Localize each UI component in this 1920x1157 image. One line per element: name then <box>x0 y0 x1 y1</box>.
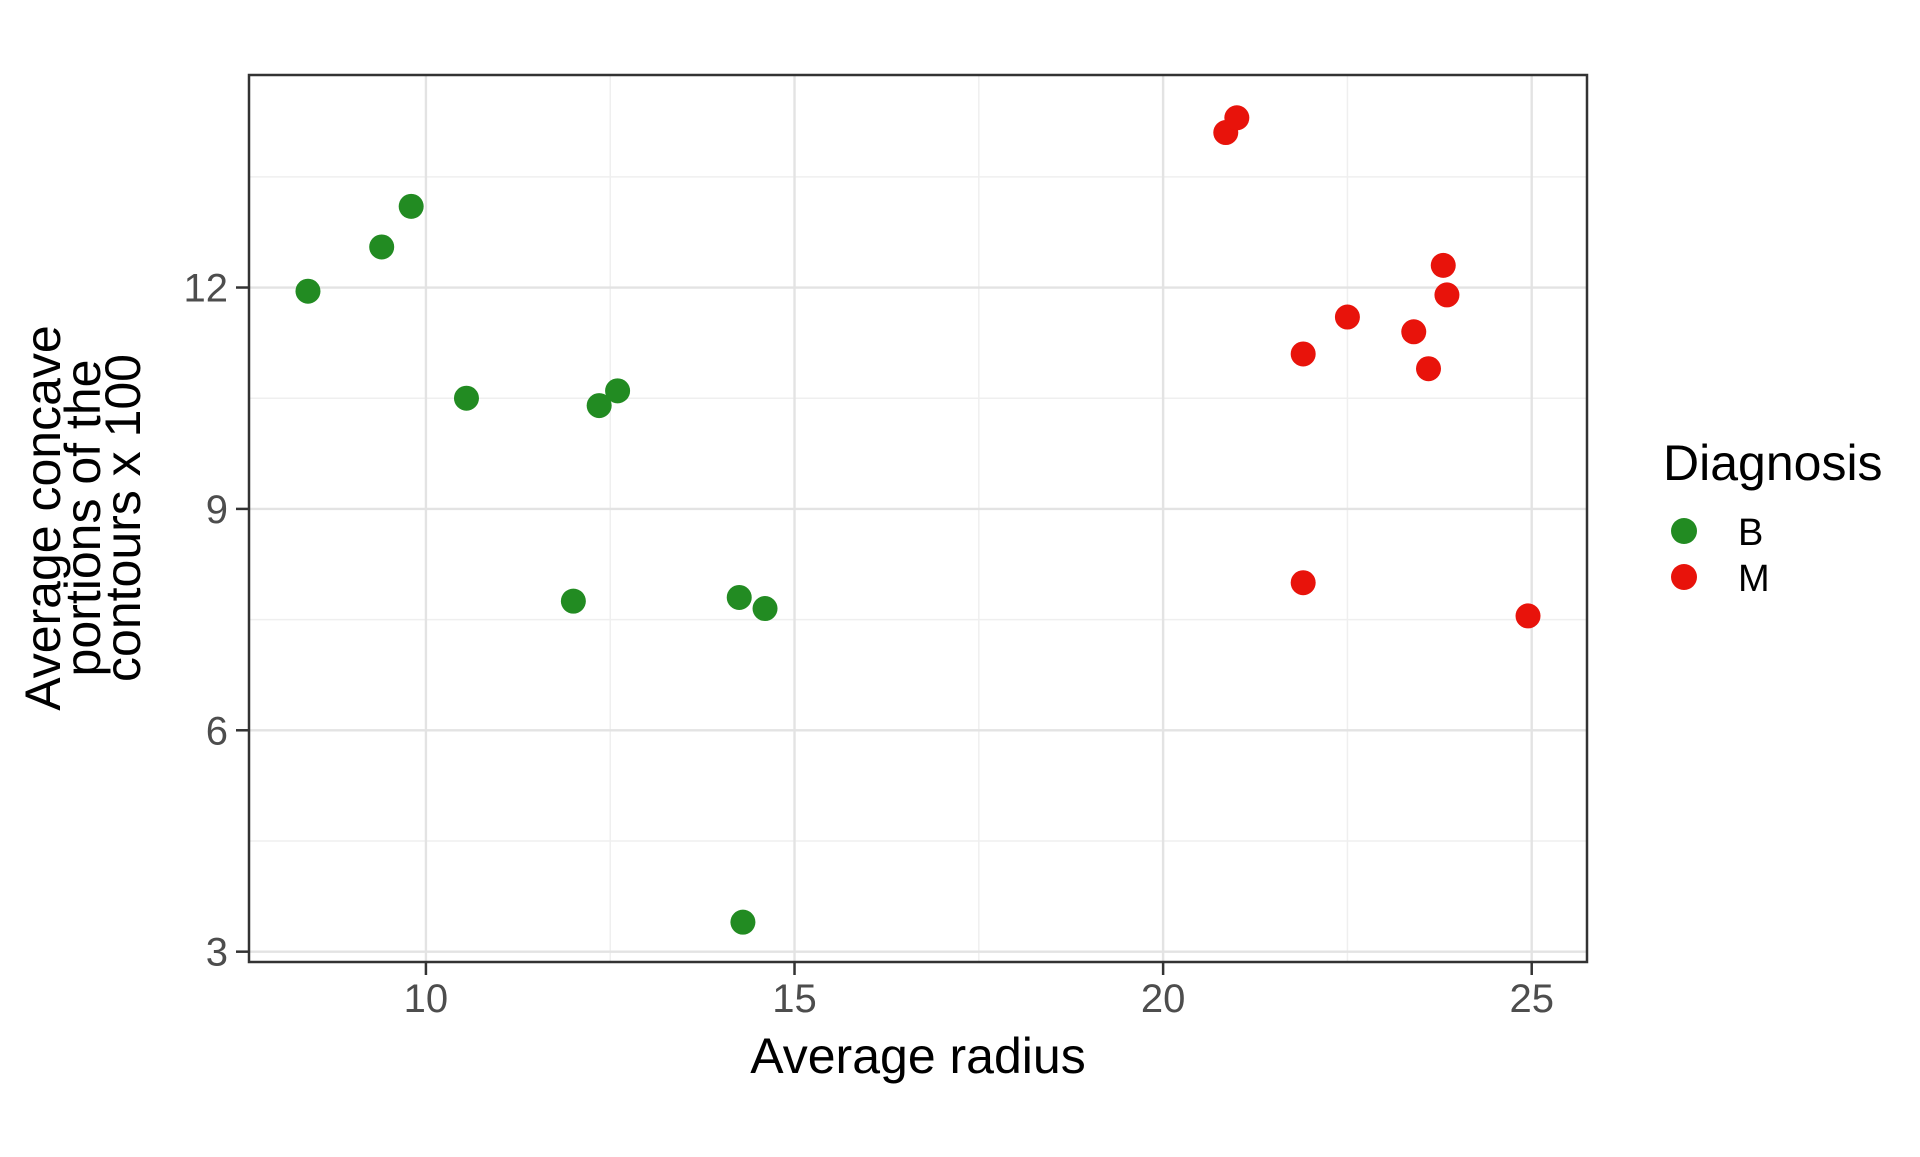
y-tick-label: 6 <box>206 709 228 753</box>
y-axis-title-line2: portions of the <box>55 360 111 677</box>
legend-key-b-icon <box>1671 518 1697 544</box>
x-tick-label: 25 <box>1509 977 1554 1021</box>
data-point-B <box>752 596 778 622</box>
data-point-M <box>1430 252 1456 278</box>
data-point-M <box>1515 603 1541 629</box>
data-point-B <box>730 909 756 935</box>
x-tick-label: 15 <box>772 977 817 1021</box>
y-axis-title-line1: Average concave <box>15 325 71 710</box>
y-axis-title: Average concave portions of the contours… <box>15 325 151 710</box>
y-tick-label: 3 <box>206 931 228 975</box>
x-axis-title: Average radius <box>750 1028 1085 1084</box>
y-tick-label: 9 <box>206 488 228 532</box>
data-point-M <box>1290 341 1316 367</box>
data-point-B <box>726 584 752 610</box>
data-point-B <box>586 393 612 419</box>
x-tick-label: 20 <box>1141 977 1186 1021</box>
data-points-layer <box>295 105 1541 935</box>
gridlines-layer <box>249 75 1587 962</box>
x-tick-label: 10 <box>404 977 449 1021</box>
data-point-M <box>1401 319 1427 345</box>
y-tick-label: 12 <box>184 267 229 311</box>
data-point-B <box>453 385 479 411</box>
data-point-B <box>369 234 395 260</box>
legend: Diagnosis B M <box>1663 435 1883 600</box>
legend-label-m: M <box>1738 558 1770 600</box>
data-point-B <box>605 378 631 404</box>
legend-key-m-icon <box>1671 564 1697 590</box>
data-point-M <box>1224 105 1250 131</box>
data-point-B <box>398 193 424 219</box>
axis-ticks-layer <box>236 286 1533 975</box>
legend-label-b: B <box>1738 512 1763 554</box>
legend-title: Diagnosis <box>1663 435 1883 491</box>
y-axis-title-line3: contours x 100 <box>95 354 151 682</box>
data-point-M <box>1434 282 1460 308</box>
data-point-M <box>1334 304 1360 330</box>
data-point-B <box>295 278 321 304</box>
data-point-M <box>1290 570 1316 596</box>
data-point-B <box>560 588 586 614</box>
data-point-M <box>1416 356 1442 382</box>
tick-labels-layer: 10 15 20 25 3 6 9 12 <box>184 267 1554 1021</box>
panel-border <box>247 73 1589 964</box>
